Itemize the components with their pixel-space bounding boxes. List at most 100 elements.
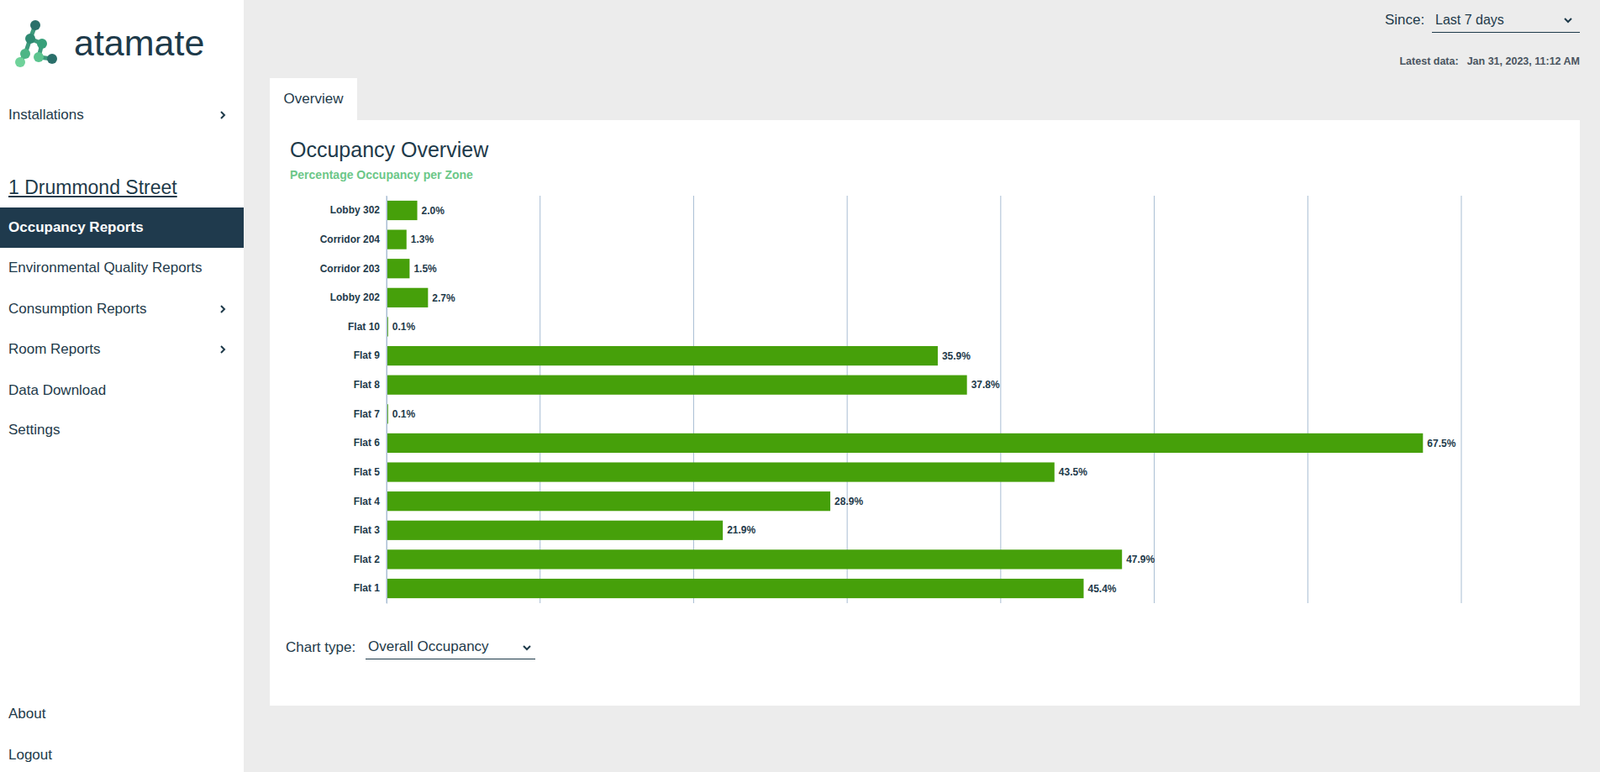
y-tick: Flat 8 <box>353 378 387 391</box>
chevron-path <box>523 646 531 650</box>
nav-item[interactable]: Consumption Reports <box>8 299 147 320</box>
bar[interactable] <box>386 549 1122 569</box>
logo-dot <box>33 52 44 63</box>
data-label: 2.7% <box>431 292 456 305</box>
installation-title[interactable]: 1 Drummond Street <box>8 174 178 200</box>
bar[interactable] <box>386 433 1423 453</box>
nav-item[interactable]: About <box>8 704 46 725</box>
y-tick: Flat 4 <box>353 495 387 508</box>
y-tick: Corridor 203 <box>320 263 387 275</box>
logo-dot <box>47 53 58 64</box>
nav-item[interactable]: Room Reports <box>8 339 101 360</box>
chart-type-select[interactable]: Overall Occupancy <box>365 637 536 660</box>
logo-text: atamate <box>73 22 205 64</box>
y-tick-label: Flat 7 <box>353 408 381 421</box>
data-label: 43.5% <box>1058 466 1088 479</box>
y-tick-label: Lobby 302 <box>330 204 381 216</box>
logo-dot <box>36 38 48 49</box>
data-label: 0.1% <box>392 408 416 421</box>
bar[interactable] <box>386 375 968 395</box>
bar[interactable] <box>386 491 831 511</box>
bars <box>386 200 1423 599</box>
chevron-path <box>221 305 225 313</box>
y-tick: Corridor 204 <box>320 233 387 246</box>
bar[interactable] <box>386 346 938 366</box>
logo-dot <box>25 33 36 44</box>
grid-line <box>386 195 388 604</box>
y-tick: Flat 5 <box>353 466 387 479</box>
nav-item[interactable]: Logout <box>8 745 53 766</box>
chevron-path <box>1564 18 1572 22</box>
data-label: 21.9% <box>726 524 756 537</box>
data-label: 1.5% <box>413 263 437 275</box>
y-tick-label: Flat 9 <box>353 349 381 362</box>
bar[interactable] <box>386 462 1055 482</box>
y-tick: Flat 6 <box>353 436 387 449</box>
chevron-path <box>221 346 225 353</box>
chart-title: Occupancy Overview <box>289 137 490 162</box>
data-label: 0.1% <box>392 321 416 333</box>
bar[interactable] <box>386 316 389 337</box>
grid <box>386 195 1462 604</box>
y-tick-label: Corridor 204 <box>320 233 381 246</box>
y-tick-label: Flat 2 <box>353 553 381 566</box>
bar[interactable] <box>386 521 723 541</box>
nav-item[interactable]: Occupancy Reports <box>8 217 144 238</box>
grid-line <box>539 195 541 604</box>
grid-line <box>1153 195 1155 604</box>
chevron-path <box>221 111 225 119</box>
bar[interactable] <box>386 258 410 279</box>
y-tick-label: Lobby 202 <box>330 291 381 304</box>
y-tick: Flat 9 <box>353 349 387 362</box>
grid-line <box>1000 195 1001 604</box>
data-label: 67.5% <box>1426 437 1456 450</box>
y-tick-label: Flat 3 <box>353 524 381 537</box>
data-label: 45.4% <box>1088 583 1117 595</box>
nav-item[interactable]: Settings <box>8 420 60 441</box>
chart-type-label: Chart type: <box>285 638 356 658</box>
y-tick-label: Corridor 203 <box>320 263 381 275</box>
grid-line <box>847 195 848 604</box>
sidebar: atamate Installations 1 Drummond Street Occ… <box>0 0 244 772</box>
data-label: 1.3% <box>410 233 435 246</box>
bar[interactable] <box>386 404 389 424</box>
data-label: 35.9% <box>942 350 971 363</box>
y-tick: Lobby 202 <box>330 291 387 304</box>
y-axis-line <box>386 196 388 605</box>
y-tick-label: Flat 5 <box>353 466 381 479</box>
y-tick-label: Flat 1 <box>353 582 381 595</box>
tab[interactable]: Overview <box>269 78 358 121</box>
panel <box>269 120 1580 706</box>
chevron-icon <box>1563 15 1574 26</box>
logo-dot <box>15 57 26 68</box>
y-tick: Flat 3 <box>353 524 387 537</box>
bar[interactable] <box>386 288 428 308</box>
data-label: 28.9% <box>834 495 864 508</box>
chevron-icon <box>217 304 228 315</box>
chevron-icon <box>217 344 228 355</box>
chart-subtitle: Percentage Occupancy per Zone <box>289 168 474 182</box>
chart: Occupancy Overview Percentage Occupancy p… <box>0 0 1600 772</box>
y-axis: Lobby 302 Corridor 204 Corridor 203 Lobby 2… <box>320 196 388 605</box>
data-label: 47.9% <box>1126 553 1155 566</box>
y-tick: Flat 10 <box>347 321 387 333</box>
grid-line <box>693 195 695 604</box>
logo[interactable]: atamate <box>13 18 224 73</box>
since-select[interactable]: Last 7 days <box>1431 10 1580 33</box>
grid-line <box>1461 195 1463 604</box>
latest-data: Latest data:Jan 31, 2023, 11:12 AM <box>1399 54 1580 69</box>
bar[interactable] <box>386 200 418 221</box>
y-tick: Flat 1 <box>353 582 387 595</box>
bar[interactable] <box>386 230 407 250</box>
y-tick-label: Flat 8 <box>353 378 381 391</box>
nav-item[interactable]: Environmental Quality Reports <box>8 257 203 279</box>
logo-dot <box>20 48 31 59</box>
latest-label: Latest data: <box>1399 55 1458 68</box>
nav-item[interactable]: Data Download <box>8 380 106 401</box>
nav-item[interactable]: Installations <box>8 105 85 126</box>
grid-line <box>1307 195 1309 604</box>
y-tick-label: Flat 4 <box>353 495 381 508</box>
y-tick-label: Flat 10 <box>347 321 380 333</box>
bar[interactable] <box>386 578 1085 599</box>
y-tick: Flat 2 <box>353 553 387 566</box>
